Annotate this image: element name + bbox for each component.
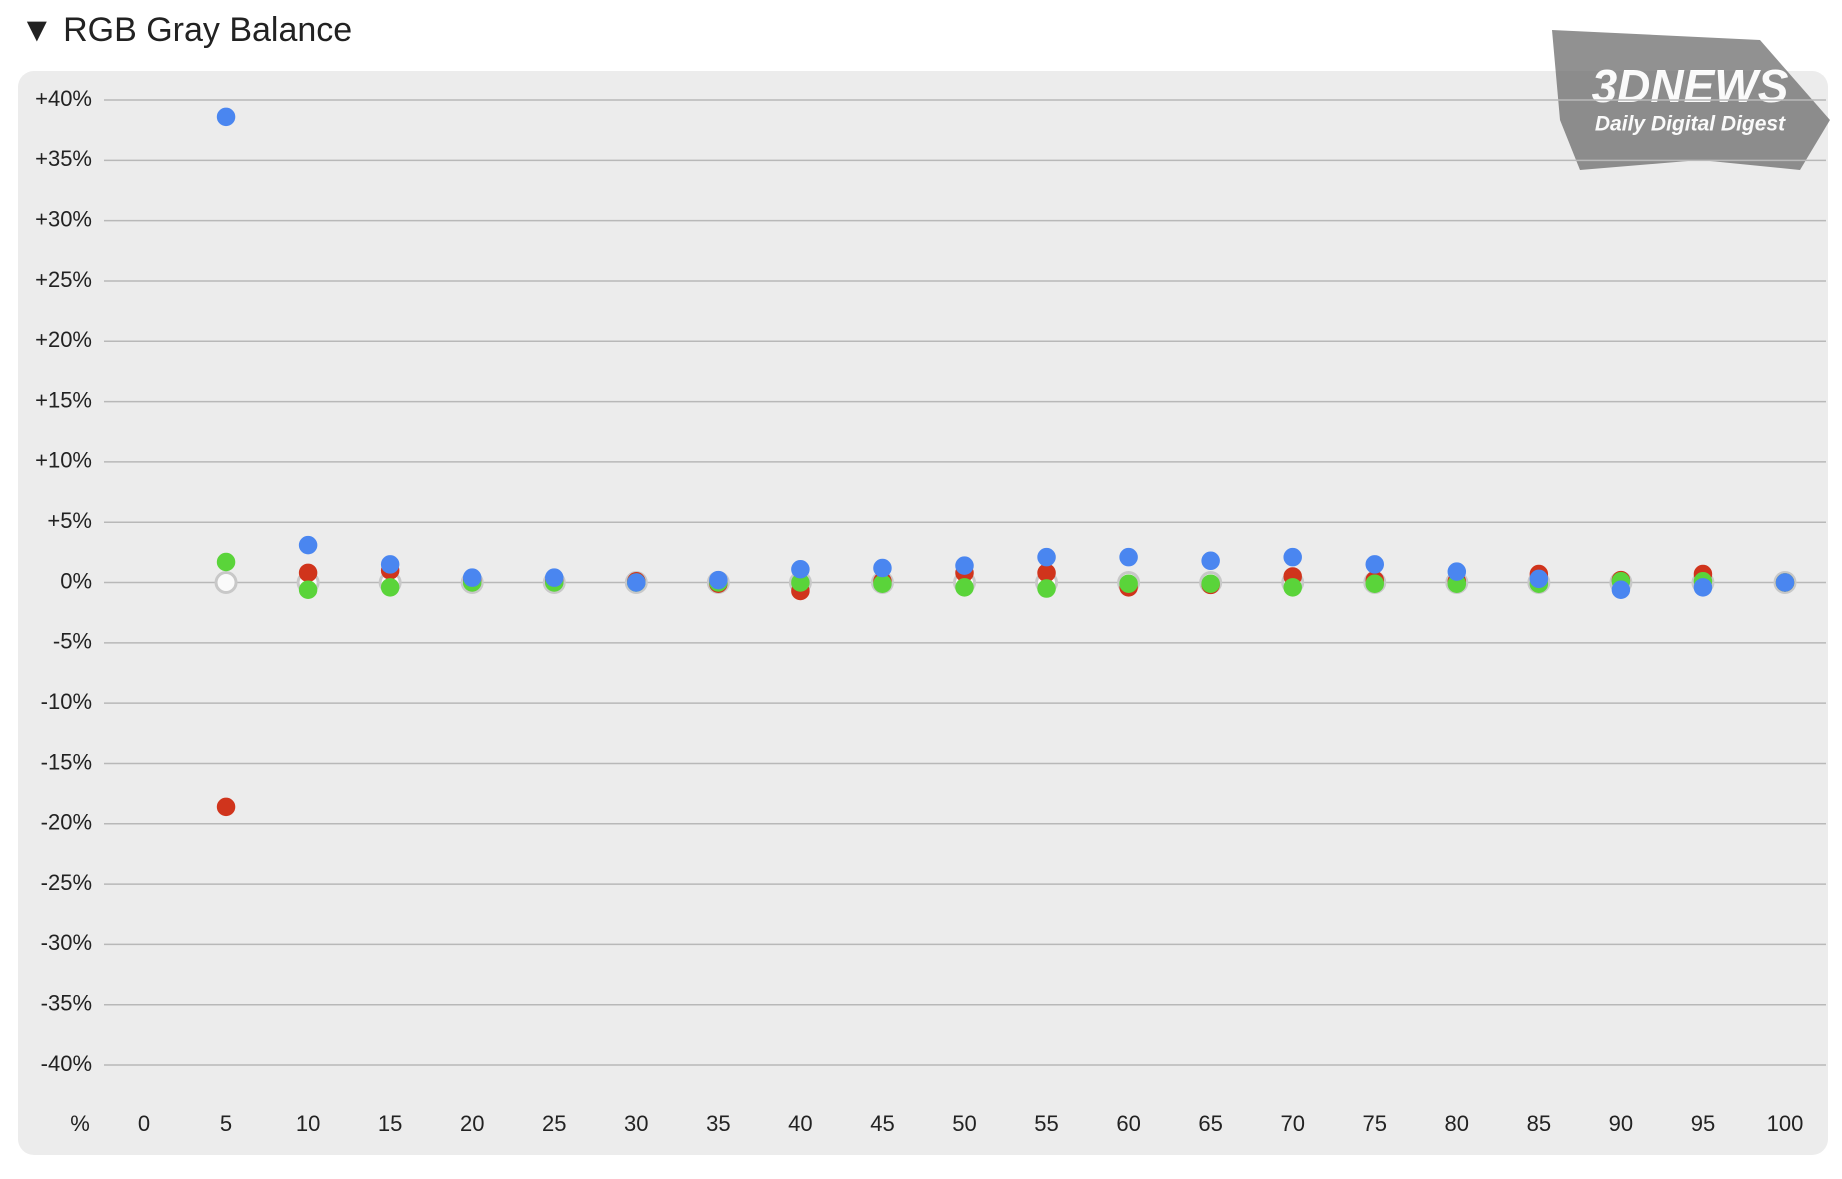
y-tick-label: -35% [41,991,92,1016]
data-point [1037,547,1056,567]
data-point [1693,578,1713,597]
data-point [298,580,318,599]
x-tick-label: 40 [788,1111,812,1136]
data-point [1365,555,1384,574]
x-axis-label: % [70,1111,90,1136]
watermark-brand: 3DNEWS [1592,60,1789,112]
data-point [1037,563,1056,583]
x-tick-label: 30 [624,1111,648,1136]
x-tick-label: 70 [1280,1111,1304,1136]
data-point [955,556,974,575]
data-point [955,578,974,597]
data-point [1283,547,1302,567]
data-point [1447,562,1467,581]
y-tick-label: -30% [41,930,92,955]
y-tick-label: +40% [35,86,92,111]
y-tick-label: +10% [35,448,92,473]
x-tick-label: 60 [1116,1111,1140,1136]
data-point [1529,569,1549,589]
y-tick-label: +35% [35,146,92,171]
x-tick-label: 10 [296,1111,320,1136]
y-tick-label: -40% [41,1051,92,1076]
x-tick-label: 5 [220,1111,232,1136]
y-tick-label: +20% [35,327,92,352]
data-point [1283,578,1302,597]
y-tick-label: -20% [41,810,92,835]
y-tick-label: +25% [35,267,92,292]
x-tick-label: 80 [1445,1111,1469,1136]
y-tick-label: -5% [53,629,92,654]
x-tick-label: 50 [952,1111,976,1136]
y-tick-label: -15% [41,749,92,774]
x-tick-label: 20 [460,1111,484,1136]
data-point [873,574,892,593]
y-tick-label: +30% [35,206,92,231]
data-point [216,797,236,817]
data-point [1775,573,1795,592]
data-point [216,107,236,127]
x-tick-label: 15 [378,1111,402,1136]
data-point [627,573,646,592]
y-tick-label: 0% [60,568,92,593]
x-tick-label: 100 [1767,1111,1804,1136]
data-point [1119,547,1138,567]
data-point [462,568,482,587]
x-tick-label: 95 [1691,1111,1715,1136]
data-point [1119,574,1138,593]
data-point [380,578,400,597]
data-point [380,555,400,574]
data-point [1037,579,1056,598]
data-point [216,552,236,572]
data-point [298,535,318,555]
x-tick-label: 90 [1609,1111,1633,1136]
data-point [1201,574,1220,593]
data-point [709,570,728,590]
reference-point [214,571,238,594]
x-tick-label: 45 [870,1111,894,1136]
x-tick-label: 85 [1527,1111,1551,1136]
y-tick-label: -25% [41,870,92,895]
x-tick-label: 55 [1034,1111,1058,1136]
data-point [1611,580,1631,599]
y-tick-label: +5% [47,508,92,533]
x-tick-label: 0 [138,1111,150,1136]
y-tick-label: +15% [35,387,92,412]
data-point [1201,551,1220,571]
x-tick-label: 75 [1363,1111,1387,1136]
data-point [298,563,318,583]
x-tick-label: 25 [542,1111,566,1136]
watermark-tagline: Daily Digital Digest [1595,113,1786,136]
data-point [873,558,892,578]
data-point [545,568,564,587]
plot-panel [18,71,1828,1155]
data-point [1365,574,1384,593]
x-tick-label: 35 [706,1111,730,1136]
x-tick-label: 65 [1198,1111,1222,1136]
data-point [791,559,810,579]
chart-title: ▼ RGB Gray Balance [20,11,352,49]
y-tick-label: -10% [41,689,92,714]
